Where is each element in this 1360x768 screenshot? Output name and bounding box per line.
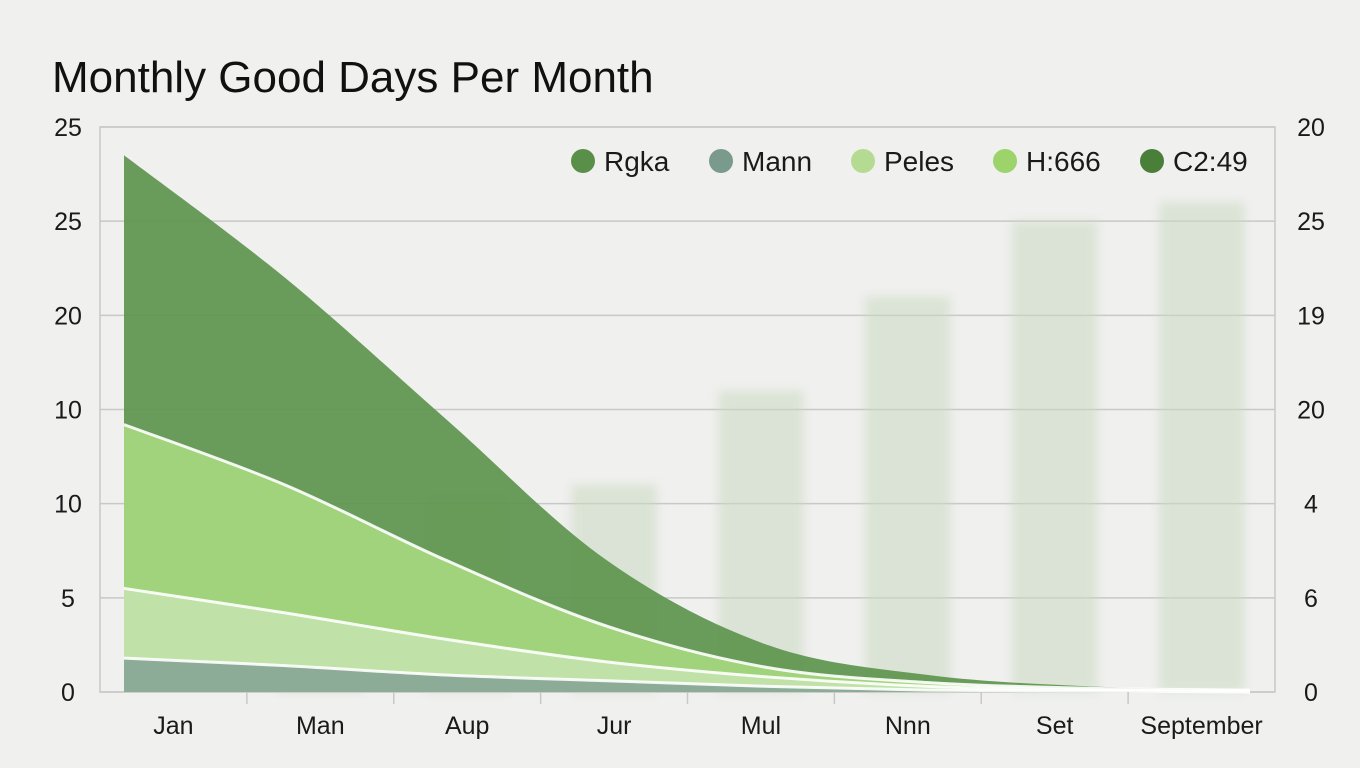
y-tick-left: 5 [61,585,75,613]
x-tick-label: Mul [741,712,781,740]
x-tick-label: Jan [153,712,193,740]
legend-item: C2:49 [1140,146,1248,177]
background-bar [1012,221,1098,692]
area-boundary-line [123,423,1251,692]
legend-label: Peles [884,146,954,177]
x-tick-label: Man [296,712,345,740]
y-tick-left: 25 [54,208,82,236]
y-tick-right: 20 [1297,397,1325,425]
y-tick-right: 0 [1304,679,1318,707]
area-boundary-line [123,656,1251,694]
y-tick-right: 6 [1304,585,1318,613]
legend-swatch [571,149,595,173]
x-tick-label: Nnn [885,712,931,740]
x-tick-label: September [1140,712,1262,740]
legend-label: C2:49 [1173,146,1248,177]
legend-label: H:666 [1026,146,1101,177]
y-tick-right: 25 [1297,208,1325,236]
area-layer [123,155,1251,694]
y-tick-right: 4 [1304,491,1318,519]
legend-item: H:666 [993,146,1101,177]
x-tick-label: Jur [597,712,632,740]
legend-item: Peles [851,146,954,177]
area-series-h-666 [124,588,1250,692]
x-tick-label: Set [1036,712,1074,740]
legend-swatch [993,149,1017,173]
y-tick-left: 10 [54,491,82,519]
legend-swatch [1140,149,1164,173]
legend: Rgka Mann Peles H:666 C2:49 [571,146,1248,177]
area-series-mann [124,658,1250,692]
legend-label: Mann [742,146,812,177]
y-tick-left: 25 [54,114,82,142]
y-tick-left: 20 [54,302,82,330]
axis-layer: 0 0 5 6 10 4 10 20 20 19 25 25 25 20 Jan Man Aup Jur Mul Nn… [54,114,1325,740]
background-bar [1158,202,1245,693]
legend-label: Rgka [604,146,670,177]
y-tick-left: 0 [61,679,75,707]
y-tick-right: 19 [1297,302,1325,330]
y-tick-right: 20 [1297,114,1325,142]
legend-item: Rgka [571,146,670,177]
y-tick-left: 10 [54,397,82,425]
chart-title: Monthly Good Days Per Month [52,53,654,102]
legend-swatch [709,149,733,173]
legend-item: Mann [709,146,812,177]
x-tick-label: Aup [445,712,489,740]
background-bar [865,296,951,692]
area-series-peles [124,424,1250,692]
legend-swatch [851,149,875,173]
